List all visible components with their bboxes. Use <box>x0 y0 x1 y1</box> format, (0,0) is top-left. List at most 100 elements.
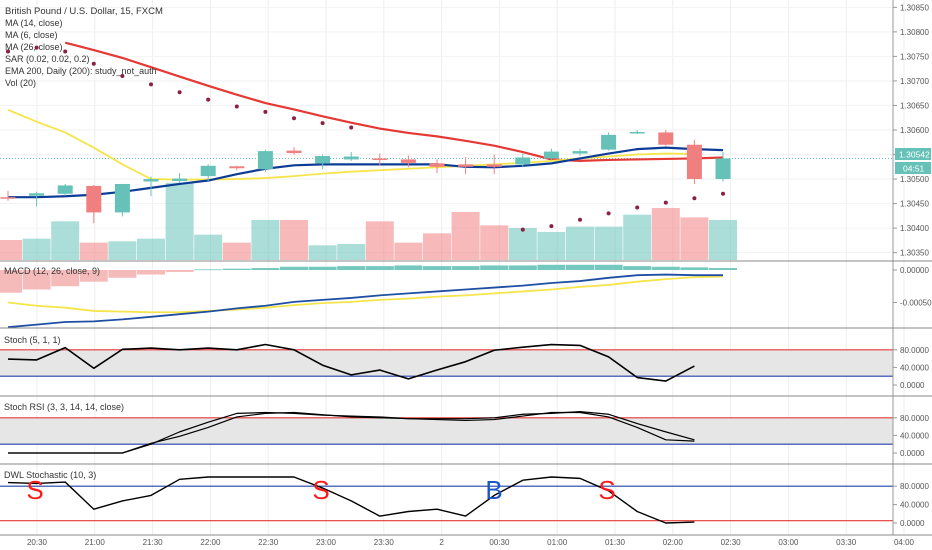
signal-label-s: S <box>598 475 615 505</box>
ma-line-0 <box>64 41 724 163</box>
sar-dot <box>349 125 354 130</box>
candle-body <box>86 185 102 213</box>
sar-dot <box>63 49 68 54</box>
candle-body <box>601 134 617 150</box>
legend-ma14: MA (14, close) <box>5 18 63 28</box>
macd-histogram-bar <box>108 270 137 278</box>
macd-pane[interactable] <box>0 264 737 329</box>
osc-tick-label: 40.0000 <box>900 431 929 440</box>
price-tick-label: 1.30500 <box>900 175 929 184</box>
volume-bar <box>308 245 337 260</box>
volume-bar <box>394 242 423 260</box>
x-tick-label: 01:30 <box>605 538 626 547</box>
price-tick-label: 1.30400 <box>900 224 929 233</box>
macd-histogram-bar <box>680 267 709 270</box>
pane-titles: MACD (12, 26, close, 9) Stoch (5, 1, 1) … <box>4 266 124 480</box>
x-tick-label: 21:00 <box>85 538 106 547</box>
macd-histogram-bar <box>137 270 165 275</box>
price-pane[interactable] <box>0 41 893 260</box>
macd-histogram-bar <box>566 264 594 270</box>
macd-histogram-bar <box>651 266 680 270</box>
x-tick-label: 22:00 <box>200 538 221 547</box>
countdown-badge-text: 04:51 <box>903 164 925 174</box>
price-tick-label: 1.30700 <box>900 77 929 86</box>
candle-body <box>286 150 302 154</box>
x-tick-label: 22:30 <box>258 538 279 547</box>
x-tick-label: 02:30 <box>721 538 742 547</box>
sar-dot <box>320 121 325 126</box>
macd-histogram-bar <box>280 266 308 270</box>
volume-bar <box>594 226 623 260</box>
price-tick-label: 1.30800 <box>900 28 929 37</box>
volume-bar <box>423 233 451 260</box>
sar-dot <box>6 49 10 54</box>
macd-histogram-bar <box>508 265 537 270</box>
macd-histogram-bar <box>337 266 366 270</box>
price-badge-text: 1.30542 <box>899 150 930 160</box>
legend-ma6: MA (6, close) <box>5 30 58 40</box>
macd-histogram-bar <box>594 264 623 270</box>
sar-dot <box>635 205 640 210</box>
osc-tick-label: 0.0000 <box>900 381 925 390</box>
sar-dot <box>606 211 611 216</box>
volume-bar <box>108 241 137 260</box>
price-tick-label: 1.30850 <box>900 3 929 12</box>
volume-bar <box>280 220 308 260</box>
macd-histogram-bar <box>623 266 652 270</box>
macd-histogram-bar <box>22 270 51 290</box>
sar-dot <box>721 191 725 196</box>
x-tick-label: 00:30 <box>489 538 510 547</box>
volume-bar <box>623 214 652 260</box>
symbol-title: British Pound / U.S. Dollar, 15, FXCM <box>5 6 163 17</box>
legend-sar: SAR (0.02, 0.02, 0.2) <box>5 54 90 64</box>
stoch-rsi-pane[interactable] <box>0 411 893 454</box>
candle-body <box>458 164 474 167</box>
main-legend: British Pound / U.S. Dollar, 15, FXCM MA… <box>5 6 163 88</box>
candle-body <box>29 193 45 196</box>
sar-dot <box>263 109 268 114</box>
macd-signal-line <box>7 275 724 314</box>
volume-bar <box>22 238 51 260</box>
sar-dot <box>149 82 153 87</box>
macd-histogram-bar <box>480 265 509 270</box>
macd-histogram-bar <box>251 268 280 270</box>
volume-bar <box>137 238 165 260</box>
candle-body <box>114 183 130 213</box>
volume-bar <box>51 221 80 260</box>
stoch-pane[interactable] <box>0 343 893 382</box>
price-tick-label: 1.30450 <box>900 200 929 209</box>
sar-dot <box>692 196 697 201</box>
osc-tick-label: 0.0000 <box>900 449 925 458</box>
volume-bar <box>451 212 480 260</box>
sar-dot <box>91 61 96 66</box>
candle-body <box>658 132 674 145</box>
candle-body <box>572 151 588 154</box>
sar-dot <box>520 227 525 232</box>
sar-dot <box>206 97 211 102</box>
candle-body <box>172 178 188 182</box>
x-tick-label: 21:30 <box>143 538 164 547</box>
volume-bar <box>337 244 366 260</box>
macd-title: MACD (12, 26, close, 9) <box>4 266 100 276</box>
stoch-line <box>7 343 695 382</box>
candle-body <box>629 131 645 134</box>
signal-label-b: B <box>485 475 502 505</box>
stoch-rsi-title: Stoch RSI (3, 3, 14, 14, close) <box>4 402 124 412</box>
x-tick-label: 20:30 <box>27 538 48 547</box>
macd-histogram-bar <box>394 265 423 270</box>
candle-body <box>229 166 245 169</box>
dwl-stochastic-title: DWL Stochastic (10, 3) <box>4 470 96 480</box>
candle-body <box>715 158 731 180</box>
ma-line-1 <box>7 109 695 181</box>
volume-bar <box>651 208 680 260</box>
macd-histogram-bar <box>79 270 108 282</box>
x-tick-label: 04:00 <box>894 538 915 547</box>
sar-dot <box>549 224 554 229</box>
x-tick-label: 02:00 <box>663 538 684 547</box>
sar-dot <box>578 217 582 222</box>
band-fill <box>0 349 893 377</box>
x-tick-label: 2 <box>439 538 444 547</box>
x-tick-label: 23:00 <box>316 538 337 547</box>
